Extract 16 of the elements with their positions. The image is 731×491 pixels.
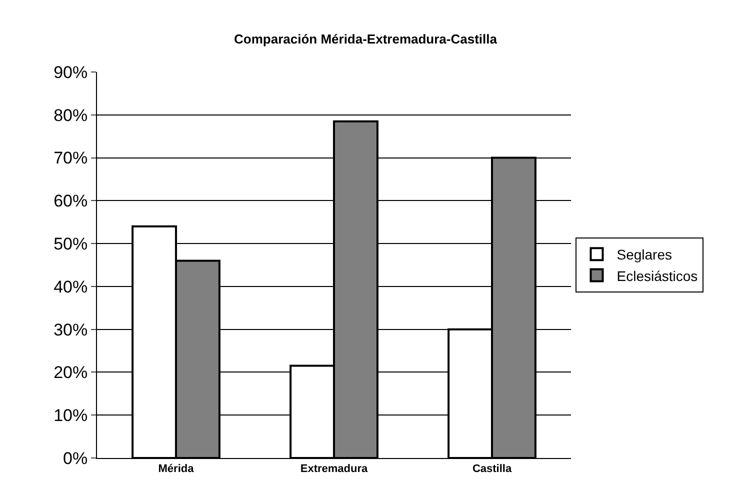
y-tick-label: 0% <box>63 448 88 468</box>
y-tick-label: 50% <box>54 234 88 254</box>
y-tick-label: 10% <box>54 406 88 426</box>
legend-label: Eclesiásticos <box>616 268 698 284</box>
x-tick-label: Extremadura <box>300 463 368 476</box>
y-tick-label: 70% <box>54 148 88 168</box>
y-tick-label: 20% <box>54 363 88 382</box>
x-tick-label: Castilla <box>472 463 512 476</box>
y-tick-label: 40% <box>54 277 88 296</box>
y-tick-label: 30% <box>54 320 88 340</box>
y-tick-label: 90% <box>54 62 88 82</box>
x-tick-label: Mérida <box>158 463 195 476</box>
y-tick-label: 80% <box>54 106 88 125</box>
y-tick-label: 60% <box>54 192 88 211</box>
chart-title: Comparación Mérida-Extremadura-Castilla <box>234 31 498 46</box>
legend-label: Seglares <box>616 246 672 263</box>
